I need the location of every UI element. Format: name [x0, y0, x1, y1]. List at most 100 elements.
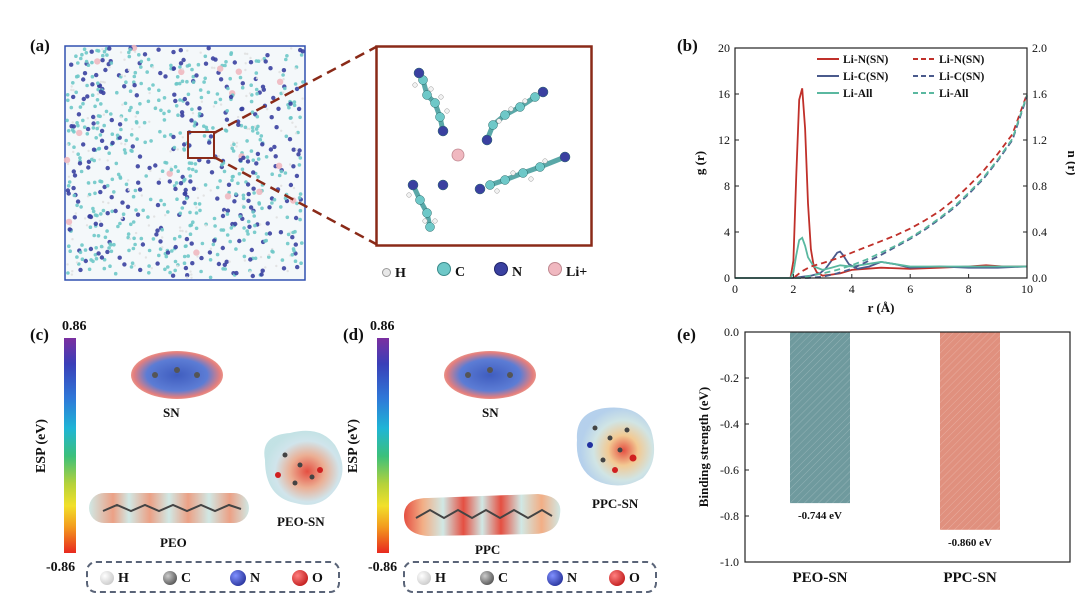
- md-atom: [194, 169, 198, 174]
- md-atom: [98, 179, 102, 183]
- md-atom: [101, 90, 106, 96]
- md-atom: [155, 261, 160, 266]
- md-atom: [128, 47, 132, 52]
- md-atom: [173, 186, 178, 192]
- md-atom: [95, 121, 100, 125]
- md-atom: [301, 80, 305, 84]
- md-atom: [178, 48, 183, 53]
- md-atom: [293, 215, 299, 221]
- md-atom: [230, 146, 234, 151]
- md-atom: [297, 163, 302, 167]
- md-atom: [188, 174, 193, 178]
- md-atom: [169, 167, 174, 172]
- md-atom: [197, 106, 202, 111]
- md-atom: [74, 54, 78, 58]
- md-atom: [142, 120, 147, 125]
- y-tick-label-1: -0.2: [720, 371, 739, 385]
- md-atom: [189, 270, 192, 273]
- md-atom: [213, 100, 218, 105]
- md-atom: [275, 264, 278, 268]
- md-atom: [281, 266, 287, 271]
- md-atom: [95, 98, 100, 102]
- md-atom: [70, 128, 75, 132]
- inset-atom: [481, 134, 493, 146]
- md-atom: [166, 210, 170, 214]
- plot-frame: [744, 331, 1071, 563]
- md-atom: [133, 50, 137, 54]
- md-atom: [127, 54, 132, 59]
- md-atom: [199, 51, 202, 54]
- md-atom: [181, 229, 184, 233]
- md-atom: [81, 77, 86, 82]
- y-tick-label-0: 0.0: [724, 325, 739, 339]
- legend-item-c-c: C: [163, 569, 191, 587]
- inset-atom: [518, 168, 528, 178]
- bar-ppc-sn: [940, 332, 1000, 530]
- md-atom: [129, 148, 133, 153]
- md-atom: [281, 68, 287, 73]
- md-atom: [133, 188, 138, 193]
- md-atom: [193, 162, 198, 166]
- md-atom: [117, 122, 123, 127]
- md-atom: [92, 158, 96, 163]
- md-atom: [296, 106, 302, 112]
- md-atom: [230, 175, 235, 179]
- md-atom: [249, 270, 252, 273]
- md-atom: [135, 164, 140, 169]
- md-atom: [158, 129, 162, 134]
- md-atom: [119, 127, 123, 132]
- md-atom: [234, 247, 238, 251]
- md-atom: [173, 165, 178, 169]
- md-atom: [177, 81, 182, 86]
- md-atom: [173, 268, 177, 273]
- md-atom: [109, 195, 114, 200]
- md-atom: [259, 223, 262, 226]
- esp-min-label-c: -0.86: [46, 560, 76, 575]
- md-atom: [257, 202, 262, 206]
- inset-hydrogen: [510, 170, 516, 176]
- md-atom: [246, 52, 249, 56]
- md-atom: [84, 51, 89, 55]
- md-atom: [248, 60, 254, 65]
- md-atom: [128, 237, 132, 241]
- md-atom: [92, 233, 96, 238]
- md-atom: [110, 140, 115, 146]
- md-atom: [107, 246, 111, 250]
- md-atom: [129, 105, 133, 110]
- md-atom: [286, 269, 289, 273]
- md-atom: [127, 108, 132, 113]
- md-atom: [99, 244, 104, 249]
- md-atom: [178, 131, 182, 135]
- md-atom: [99, 212, 103, 216]
- md-atom: [295, 264, 300, 270]
- md-atom: [238, 158, 243, 163]
- md-atom: [69, 224, 72, 227]
- y2-tick-label-3: 1.2: [1032, 133, 1047, 147]
- md-atom: [75, 261, 79, 264]
- md-atom: [101, 200, 105, 204]
- md-atom: [294, 132, 298, 135]
- md-atom: [139, 65, 143, 69]
- md-atom: [292, 103, 297, 108]
- md-atom: [155, 228, 160, 233]
- nitrogen-icon: [547, 570, 563, 587]
- md-atom: [277, 173, 282, 178]
- md-atom: [216, 261, 222, 267]
- md-atom: [72, 150, 75, 154]
- md-atom: [178, 98, 182, 102]
- y-tick-label-2: -0.4: [720, 417, 739, 431]
- md-atom: [274, 125, 279, 130]
- md-atom: [103, 235, 108, 240]
- md-atom: [267, 255, 271, 259]
- md-atom: [248, 92, 252, 95]
- carbon-icon: [163, 571, 177, 586]
- md-atom: [88, 225, 93, 229]
- md-atom: [143, 140, 147, 145]
- md-atom: [102, 49, 107, 54]
- md-atom: [157, 98, 161, 102]
- md-atom: [193, 249, 200, 256]
- md-atom: [98, 219, 102, 223]
- md-atom: [91, 209, 96, 214]
- md-atom: [246, 219, 251, 224]
- md-atom: [171, 49, 176, 55]
